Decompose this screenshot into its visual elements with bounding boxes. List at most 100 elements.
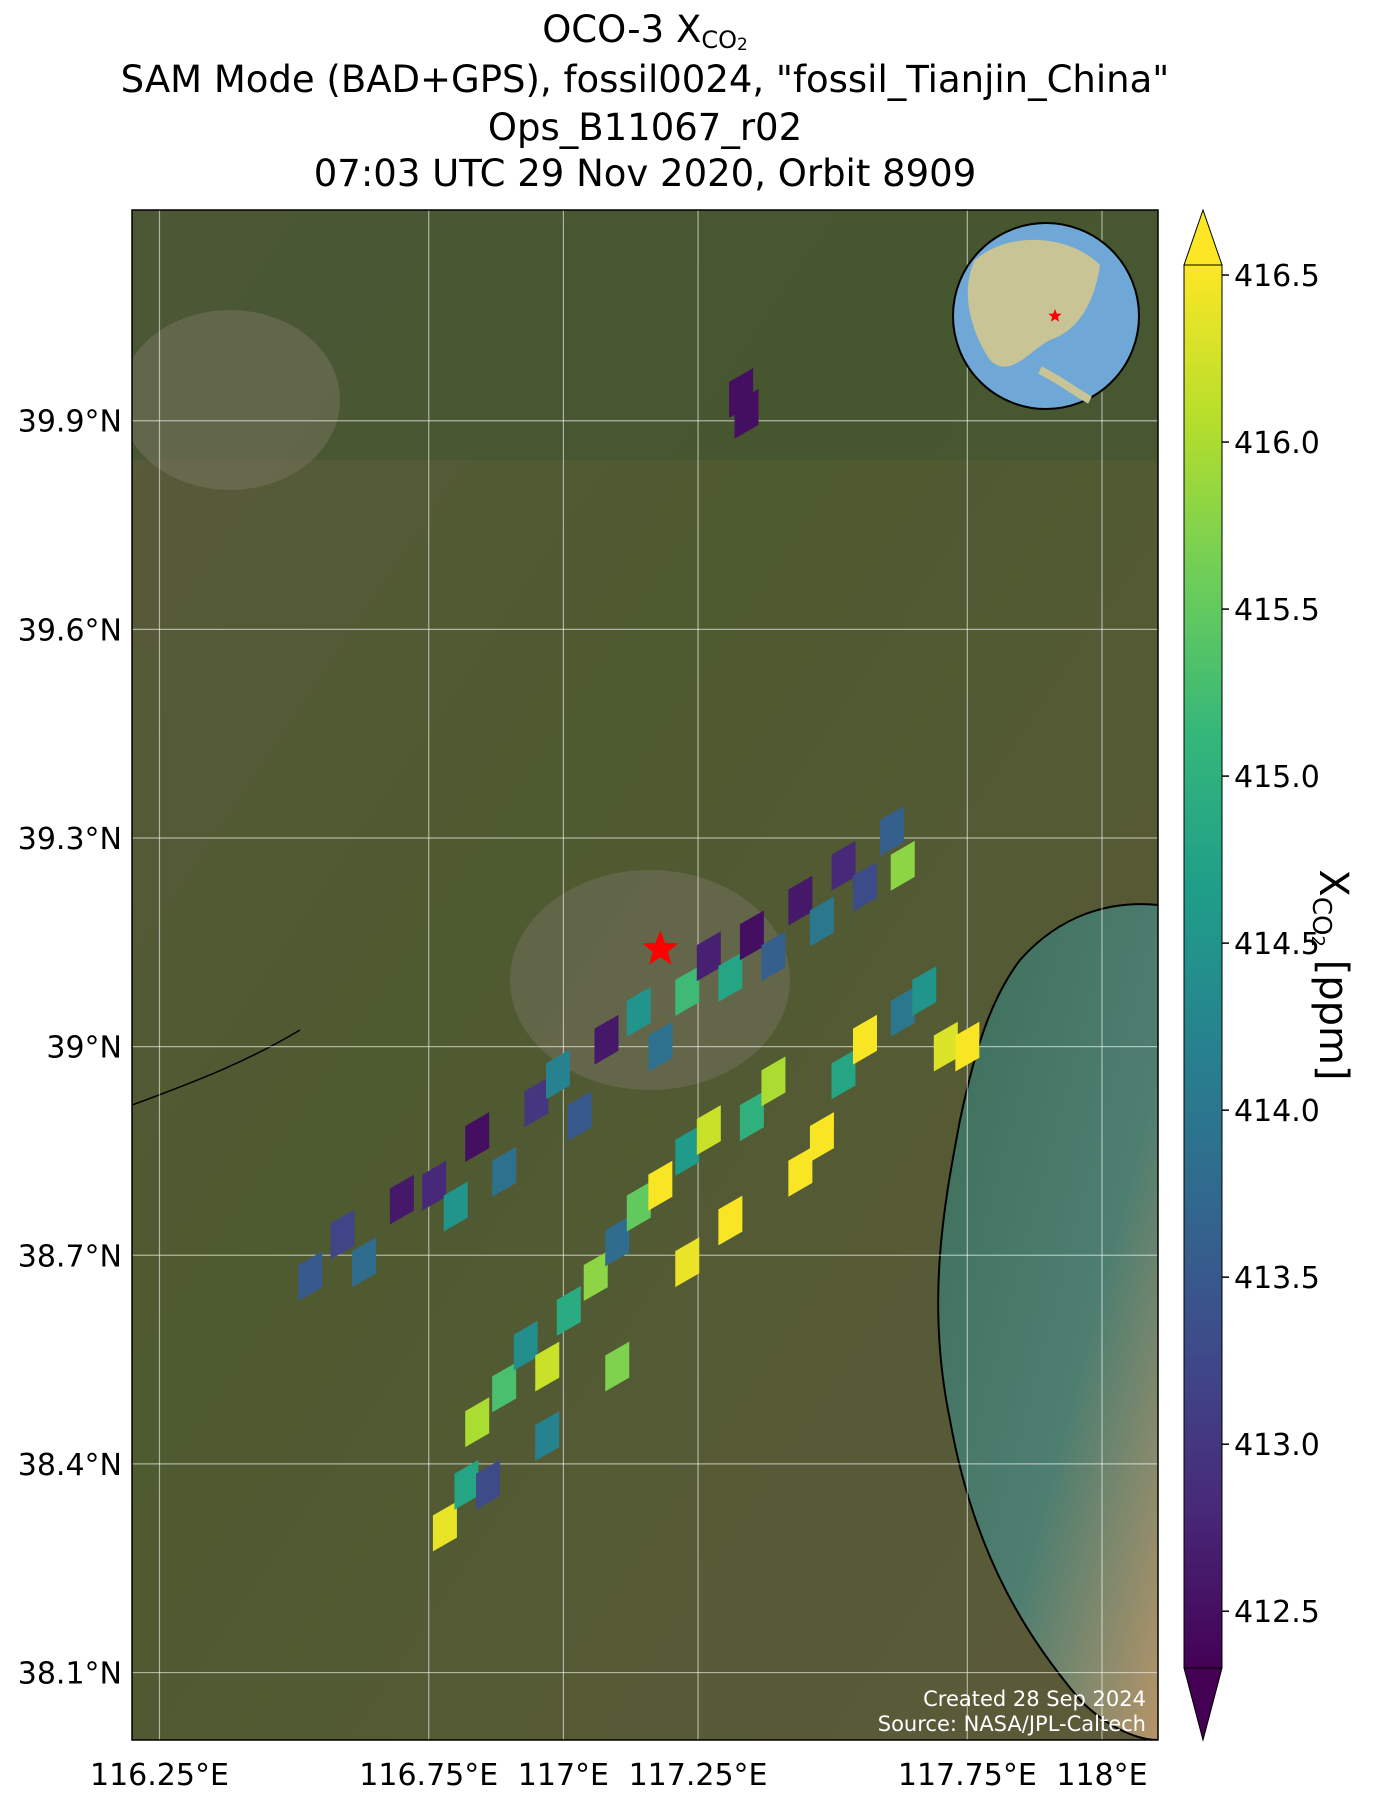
colorbar-body [1184, 265, 1222, 1668]
sounding [352, 1237, 377, 1288]
colorbar-tick-label: 415.5 [1234, 593, 1320, 628]
title-text: Ops_B11067_r02 [488, 106, 802, 149]
sounding [556, 1285, 581, 1336]
sounding [933, 1021, 958, 1072]
y-tick-label: 39°N [46, 1031, 122, 1066]
sounding [696, 931, 721, 982]
sounding [809, 896, 834, 947]
swath [298, 367, 980, 1552]
sounding [788, 1146, 813, 1197]
colorbar-label: XCO2 [ppm] [1307, 869, 1357, 1080]
colorbar-frame [1183, 264, 1223, 1669]
x-tick-label: 117.75°E [898, 1758, 1037, 1793]
colorbar-extend [1183, 1667, 1223, 1742]
sounding [583, 1251, 608, 1302]
sounding [890, 840, 915, 891]
sounding [648, 1160, 673, 1211]
sounding [718, 1195, 743, 1246]
sounding [809, 1112, 834, 1162]
sounding [626, 986, 651, 1037]
sounding [432, 1501, 457, 1552]
basemap [132, 210, 1158, 1740]
y-tick-label: 39.3°N [18, 822, 122, 857]
sounding [648, 1021, 673, 1072]
x-tick-label: 116.25°E [90, 1758, 229, 1793]
colorbar-tick-label: 415.0 [1234, 760, 1320, 795]
sounding [524, 1077, 549, 1128]
y-tick-label: 38.1°N [18, 1657, 122, 1692]
colorbar-extend [1183, 208, 1223, 266]
sounding [513, 1320, 538, 1371]
sounding [675, 1237, 700, 1288]
sounding [535, 1341, 560, 1392]
x-tick-label: 117.25°E [629, 1758, 768, 1793]
sounding [853, 1014, 878, 1065]
label-unit: [ppm] [1310, 947, 1356, 1081]
credit: Source: NASA/JPL-Caltech [878, 1712, 1146, 1736]
sounding [422, 1160, 447, 1211]
sounding [476, 1459, 501, 1510]
sounding [879, 806, 904, 856]
colorbar-tick-label: 416.0 [1234, 426, 1320, 461]
colorbar-tick-label: 413.0 [1234, 1428, 1320, 1463]
inset-site-marker [1048, 309, 1062, 322]
site-marker [642, 930, 679, 965]
sounding [696, 1105, 721, 1156]
sounding [389, 1174, 414, 1225]
sounding [567, 1091, 592, 1142]
sounding [626, 1181, 651, 1232]
sounding [912, 966, 937, 1016]
label-text: X [1310, 869, 1356, 896]
inset-globe [952, 222, 1140, 410]
sounding [675, 1126, 700, 1176]
sounding [955, 1021, 980, 1072]
sounding [454, 1459, 479, 1510]
y-tick-label: 38.4°N [18, 1448, 122, 1483]
colorbar-tick-label: 414.5 [1234, 927, 1320, 962]
sounding [739, 1091, 764, 1142]
x-tick-label: 118°E [1056, 1758, 1147, 1793]
y-tick-label: 38.7°N [18, 1239, 122, 1274]
sounding [675, 966, 700, 1016]
sounding [492, 1362, 517, 1413]
title-text: SAM Mode (BAD+GPS), fossil0024, "fossil_… [121, 58, 1170, 101]
colorbar-tick-label: 413.5 [1234, 1261, 1320, 1296]
x-tick-label: 117°E [518, 1758, 609, 1793]
sounding [890, 986, 915, 1037]
title-sub: CO [701, 26, 737, 54]
chart-title: Ops_B11067_r02 [488, 106, 802, 149]
map-frame [131, 209, 1159, 1741]
x-tick-label: 116.75°E [359, 1758, 498, 1793]
colorbar-tick-label: 414.0 [1234, 1094, 1320, 1129]
chart-title: SAM Mode (BAD+GPS), fossil0024, "fossil_… [121, 58, 1170, 101]
sounding [734, 388, 759, 439]
sounding [443, 1181, 468, 1232]
credit: Created 28 Sep 2024 [923, 1687, 1146, 1711]
sounding [831, 840, 856, 891]
sounding [739, 910, 764, 961]
title-text: OCO-3 X [542, 8, 701, 51]
colorbar-tick-label: 416.5 [1234, 259, 1320, 294]
sounding [853, 861, 878, 912]
sounding [465, 1397, 490, 1448]
y-tick-label: 39.9°N [18, 405, 122, 440]
sounding [546, 1049, 571, 1100]
sounding [605, 1341, 630, 1392]
sounding [535, 1411, 560, 1462]
sounding [492, 1146, 517, 1197]
label-subsub: 2 [1307, 935, 1328, 946]
title-text: 07:03 UTC 29 Nov 2020, Orbit 8909 [314, 152, 977, 195]
sounding [465, 1112, 490, 1162]
sounding [831, 1049, 856, 1100]
chart-title: OCO-3 XCO2 [542, 8, 748, 55]
sounding [761, 931, 786, 982]
chart-title: 07:03 UTC 29 Nov 2020, Orbit 8909 [314, 152, 977, 195]
sounding [605, 1216, 630, 1267]
sounding [788, 875, 813, 926]
sounding [594, 1014, 619, 1065]
label-sub: CO [1307, 897, 1337, 936]
title-subsub: 2 [737, 35, 748, 55]
y-tick-label: 39.6°N [18, 613, 122, 648]
